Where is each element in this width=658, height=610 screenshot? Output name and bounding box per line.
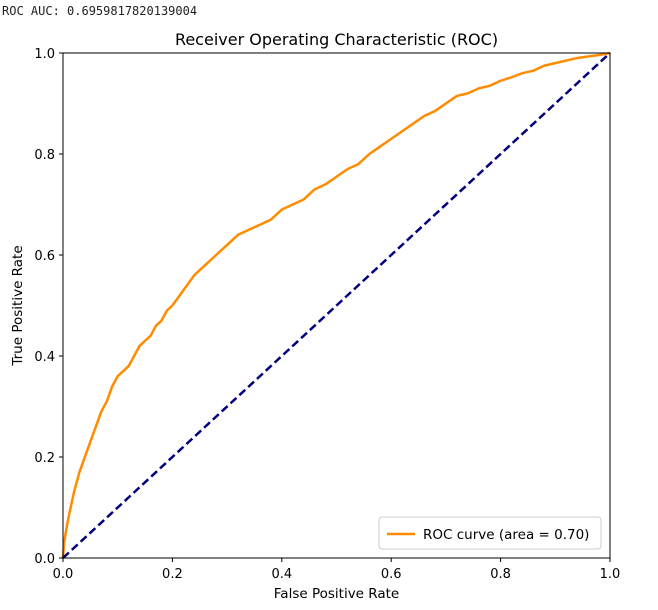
- plot-area: 0.0 0.2 0.4 0.6 0.8 1.0 0.0 0.2 0.4 0.6 0.8 1.0: [34, 47, 620, 582]
- x-tick-label: 0.0: [53, 567, 74, 582]
- legend: ROC curve (area = 0.70): [378, 516, 602, 550]
- chart-title: Receiver Operating Characteristic (ROC): [175, 30, 498, 49]
- legend-box: [378, 516, 602, 550]
- y-tick-label: 1.0: [34, 47, 55, 62]
- x-tick-label: 0.4: [271, 567, 292, 582]
- x-axis-label: False Positive Rate: [274, 586, 399, 602]
- chance-diagonal-line: [62, 52, 611, 559]
- x-tick-label: 0.6: [381, 567, 402, 582]
- x-tick-label: 1.0: [600, 567, 621, 582]
- axes-frame: [62, 52, 611, 559]
- y-axis-label: True Positive Rate: [10, 245, 26, 366]
- x-tick-label: 0.8: [490, 567, 511, 582]
- y-tick-label: 0.4: [34, 350, 55, 365]
- roc-auc-output: ROC AUC: 0.6959817820139004: [2, 4, 198, 18]
- y-tick-label: 0.6: [34, 249, 55, 264]
- x-tick-label: 0.2: [162, 567, 183, 582]
- y-tick-label: 0.2: [34, 451, 55, 466]
- legend-label: ROC curve (area = 0.70): [423, 527, 589, 543]
- y-tick-label: 0.0: [34, 552, 55, 567]
- roc-curve-line: [61, 51, 611, 559]
- y-tick-label: 0.8: [34, 148, 55, 163]
